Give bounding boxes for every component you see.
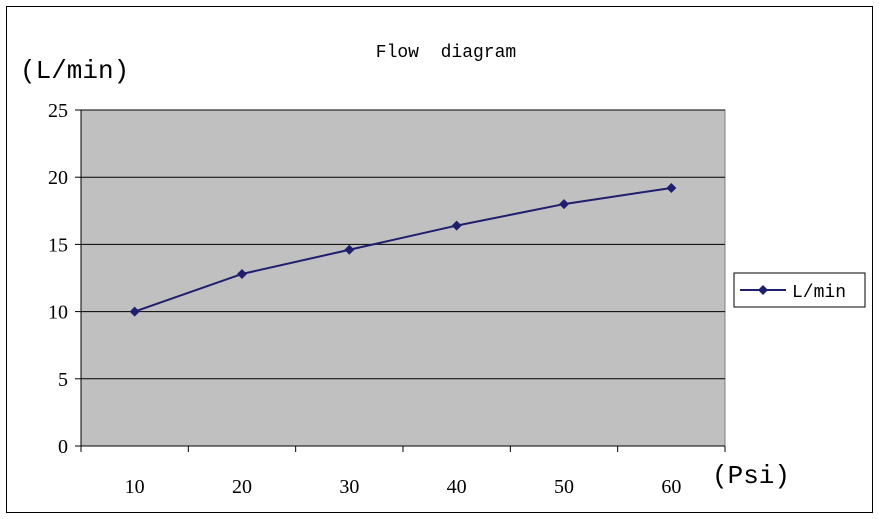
data-point-marker (559, 199, 569, 210)
legend-entry-label: L/min (792, 283, 846, 303)
y-tick-label: 25 (48, 100, 68, 122)
series-layer (129, 182, 677, 317)
data-point-marker (237, 268, 247, 279)
y-tick-label: 10 (48, 302, 68, 324)
legend-box (733, 272, 866, 308)
x-tick-label: 50 (554, 476, 574, 498)
x-tick-label: 40 (447, 476, 467, 498)
data-point-marker (344, 244, 355, 255)
y-tick-labels: 0 5 10 15 20 25 (48, 100, 68, 458)
plot-area (80, 109, 726, 447)
axes (75, 109, 726, 452)
legend: L/min (733, 272, 866, 308)
data-point-marker (666, 182, 677, 193)
x-tick-label: 20 (232, 476, 252, 498)
y-tick-label: 15 (48, 234, 68, 256)
x-tick-label: 60 (661, 476, 681, 498)
y-tick-label: 5 (58, 369, 68, 391)
grid-lines (81, 109, 725, 380)
legend-swatch-marker (758, 285, 768, 295)
y-tick-label: 20 (48, 167, 68, 189)
x-tick-label: 30 (339, 476, 359, 498)
data-point-marker (451, 220, 462, 231)
y-tick-label: 0 (58, 436, 68, 458)
x-axis-label: (Psi) (712, 461, 790, 491)
y-axis-label: (L/min) (20, 56, 129, 86)
data-point-marker (129, 306, 140, 317)
series-line (134, 186, 672, 313)
x-tick-label: 10 (125, 476, 145, 498)
chart-title: Flow diagram (376, 43, 516, 63)
x-tick-labels: 10 20 30 40 50 60 (125, 476, 682, 498)
